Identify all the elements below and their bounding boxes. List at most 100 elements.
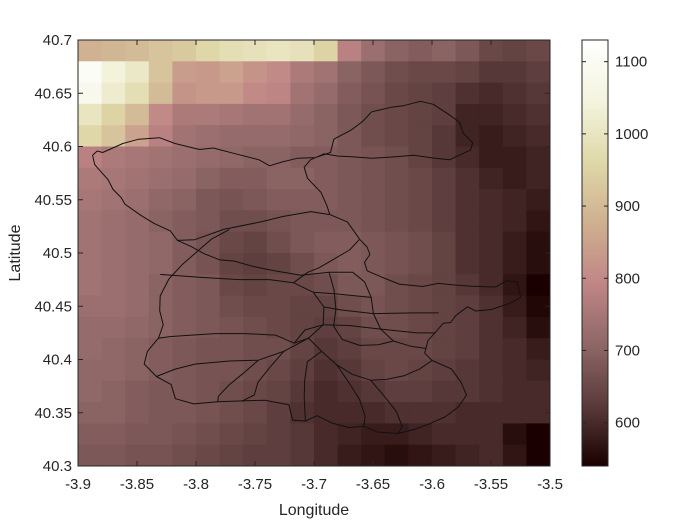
heatmap-cell: [243, 103, 268, 126]
heatmap-cell: [196, 274, 221, 297]
heatmap-cell: [384, 61, 409, 84]
district-boundary: [242, 351, 285, 402]
heatmap-cell: [196, 359, 221, 382]
heatmap-cell: [526, 167, 550, 190]
heatmap-cell: [148, 40, 173, 62]
heatmap-cell: [148, 82, 173, 105]
x-tick-label: -3.75: [238, 476, 272, 493]
heatmap-cell: [502, 359, 527, 382]
heatmap-cell: [148, 61, 173, 84]
y-tick-label: 40.5: [43, 245, 72, 262]
heatmap-cell: [337, 61, 362, 84]
heatmap-cell: [290, 444, 315, 466]
heatmap-cell: [455, 189, 480, 211]
district-boundary: [323, 324, 435, 334]
heatmap-cell: [172, 274, 197, 297]
heatmap-cell: [526, 444, 550, 466]
heatmap-cell: [408, 316, 433, 339]
heatmap-cell: [432, 295, 457, 318]
heatmap-cell: [526, 40, 550, 62]
heatmap-cell: [78, 295, 103, 318]
heatmap-cell: [337, 316, 362, 339]
heatmap-cell: [290, 189, 315, 211]
colorbar-tick-label: 1100: [615, 54, 647, 71]
heatmap-cell: [479, 82, 504, 105]
heatmap-cell: [243, 189, 268, 211]
heatmap-cell: [172, 40, 197, 62]
heatmap-cell: [361, 103, 386, 126]
colorbar-tick-label: 600: [615, 415, 640, 432]
heatmap-cell: [219, 295, 244, 318]
heatmap-cell: [455, 380, 480, 403]
heatmap-cell: [526, 316, 550, 339]
heatmap-cell: [243, 444, 268, 466]
heatmap-cell: [432, 146, 457, 169]
heatmap-cell: [314, 231, 339, 254]
heatmap-cell: [266, 274, 291, 297]
heatmap-cell: [125, 444, 150, 466]
heatmap-cell: [172, 380, 197, 403]
heatmap-cell: [432, 103, 457, 126]
heatmap-cell: [78, 338, 103, 361]
heatmap-cell: [101, 402, 126, 424]
heatmap-cell: [384, 423, 409, 446]
heatmap-cell: [361, 82, 386, 105]
heatmap-cell: [290, 231, 315, 254]
y-tick-label: 40.35: [34, 405, 72, 422]
heatmap-cell: [290, 253, 315, 275]
district-boundary: [313, 291, 372, 298]
heatmap-cell: [148, 125, 173, 148]
heatmap-cell: [526, 402, 550, 424]
heatmap-cell: [502, 146, 527, 169]
heatmap-cell: [148, 444, 173, 466]
heatmap-cell: [172, 444, 197, 466]
heatmap-cell: [148, 295, 173, 318]
heatmap-cell: [479, 316, 504, 339]
heatmap-cell: [101, 103, 126, 126]
heatmap-cell: [408, 444, 433, 466]
heatmap-cell: [361, 274, 386, 297]
heatmap-cell: [196, 61, 221, 84]
heatmap-cell: [78, 146, 103, 169]
heatmap-cell: [125, 210, 150, 233]
heatmap-cell: [78, 40, 103, 62]
heatmap-cell: [290, 380, 315, 403]
heatmap-cell: [243, 274, 268, 297]
heatmap-cell: [290, 316, 315, 339]
heatmap-cell: [243, 359, 268, 382]
heatmap-cell: [337, 167, 362, 190]
heatmap-cell: [290, 210, 315, 233]
heatmap-cell: [290, 40, 315, 62]
heatmap-cell: [196, 146, 221, 169]
heatmap-cell: [361, 210, 386, 233]
heatmap-cell: [432, 167, 457, 190]
heatmap-cell: [125, 274, 150, 297]
heatmap-cell: [502, 338, 527, 361]
heatmap-cell: [502, 380, 527, 403]
heatmap-cell: [361, 231, 386, 254]
heatmap-cell: [408, 295, 433, 318]
district-boundary: [293, 239, 360, 284]
heatmap-cell: [314, 82, 339, 105]
heatmap-cell: [384, 253, 409, 275]
heatmap-cell: [384, 444, 409, 466]
heatmap-cell: [125, 359, 150, 382]
heatmap-cell: [196, 253, 221, 275]
heatmap-cell: [337, 82, 362, 105]
heatmap-cell: [432, 61, 457, 84]
heatmap-cell: [196, 125, 221, 148]
heatmap-cell: [78, 316, 103, 339]
heatmap-cell: [384, 380, 409, 403]
heatmap-cell: [455, 316, 480, 339]
heatmap-cell: [101, 231, 126, 254]
heatmap-cell: [196, 167, 221, 190]
heatmap-cell: [314, 444, 339, 466]
heatmap-cell: [408, 125, 433, 148]
heatmap-cell: [125, 316, 150, 339]
heatmap-cell: [101, 167, 126, 190]
heatmap-cell: [172, 295, 197, 318]
heatmap-cell: [314, 380, 339, 403]
heatmap-cell: [432, 423, 457, 446]
heatmap-cell: [432, 338, 457, 361]
heatmap-cell: [526, 125, 550, 148]
